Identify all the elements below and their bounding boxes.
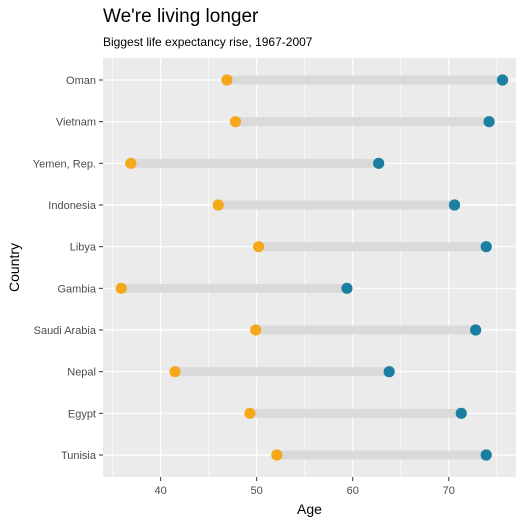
chart-subtitle: Biggest life expectancy rise, 1967-2007 [103, 35, 313, 49]
start-point [125, 157, 137, 169]
end-point [383, 366, 395, 378]
chart-title: We're living longer [103, 6, 259, 27]
start-point [115, 282, 127, 294]
x-tick-label: 50 [251, 485, 263, 497]
y-tick-label: Saudi Arabia [34, 325, 97, 337]
end-point [470, 324, 482, 336]
end-point [483, 116, 495, 128]
end-point [373, 157, 385, 169]
y-tick-label: Oman [66, 75, 96, 87]
minor-gridlines [112, 58, 498, 477]
plot-panel [103, 58, 516, 477]
y-tick-label: Yemen, Rep. [33, 158, 96, 170]
x-axis-label: Age [297, 501, 322, 517]
y-tick-label: Egypt [68, 408, 96, 420]
x-tick-label: 60 [347, 485, 359, 497]
start-point [271, 449, 283, 461]
y-tick-label: Nepal [67, 367, 96, 379]
y-tick-label: Vietnam [56, 117, 96, 129]
end-point [480, 449, 492, 461]
start-point [250, 324, 262, 336]
start-point [221, 74, 233, 86]
dumbbell-points [115, 74, 509, 461]
start-point [252, 241, 265, 253]
y-tick-label: Libya [70, 242, 97, 254]
y-axis: Oman Vietnam Yemen, Rep. Indonesia Libya Gamb… [33, 75, 103, 462]
y-axis-label: Country [6, 243, 22, 292]
end-point [448, 199, 461, 211]
dumbbell-segments [121, 75, 503, 460]
x-tick-label: 40 [155, 485, 167, 497]
end-point [341, 282, 353, 294]
end-point [496, 74, 509, 86]
start-point [229, 116, 242, 128]
x-tick-label: 70 [443, 485, 455, 497]
start-point [212, 199, 224, 211]
end-point [480, 241, 492, 253]
start-point [169, 366, 181, 378]
start-point [244, 407, 256, 419]
y-tick-label: Gambia [57, 283, 96, 295]
y-tick-label: Indonesia [48, 200, 97, 212]
end-point [455, 407, 467, 419]
y-tick-label: Tunisia [61, 450, 97, 462]
x-axis: 40 50 60 70 [155, 477, 455, 497]
